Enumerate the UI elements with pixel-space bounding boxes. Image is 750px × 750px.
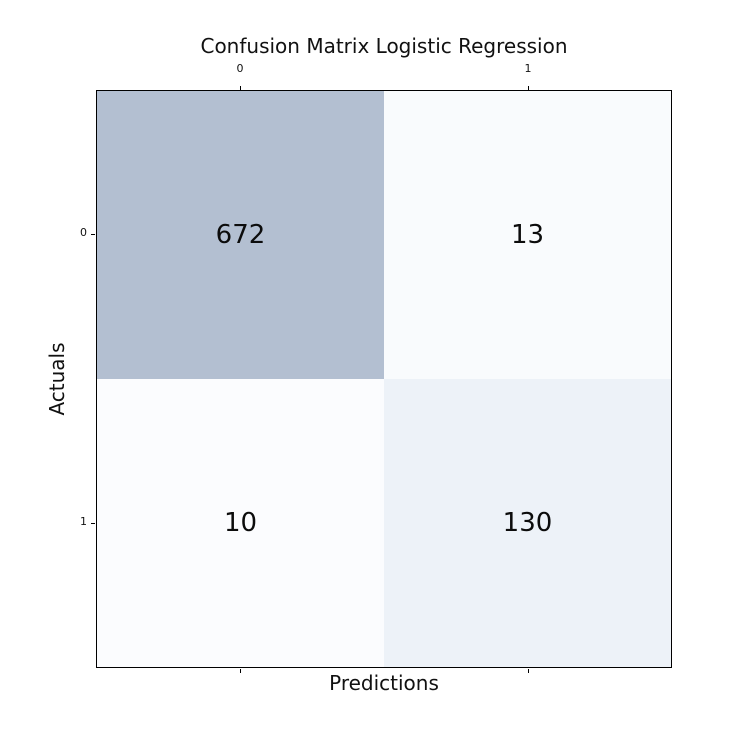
tick-mark-bottom-1 [528, 669, 529, 673]
heatmap-cell-1-1: 130 [384, 379, 671, 667]
y-tick-label-1: 1 [80, 515, 87, 528]
y-tick-label-0: 0 [80, 226, 87, 239]
tick-mark-bottom-0 [240, 669, 241, 673]
heatmap-cell-0-1: 13 [384, 91, 671, 379]
cell-value-0-1: 13 [510, 220, 545, 250]
heatmap-cell-0-0: 672 [97, 91, 384, 379]
heatmap-plot-area: 672 13 10 130 [96, 90, 672, 668]
cell-value-1-1: 130 [502, 508, 553, 538]
cell-value-0-0: 672 [215, 220, 266, 250]
chart-title: Confusion Matrix Logistic Regression [200, 34, 568, 58]
y-axis-label: Actuals [45, 342, 69, 416]
x-tick-label-top-0: 0 [236, 62, 244, 75]
heatmap-cell-1-0: 10 [97, 379, 384, 667]
tick-mark-top-1 [528, 86, 529, 90]
tick-mark-left-0 [91, 234, 95, 235]
tick-mark-top-0 [240, 86, 241, 90]
cell-value-1-0: 10 [223, 508, 258, 538]
x-axis-label: Predictions [329, 671, 439, 695]
tick-mark-left-1 [91, 523, 95, 524]
x-tick-label-top-1: 1 [524, 62, 532, 75]
